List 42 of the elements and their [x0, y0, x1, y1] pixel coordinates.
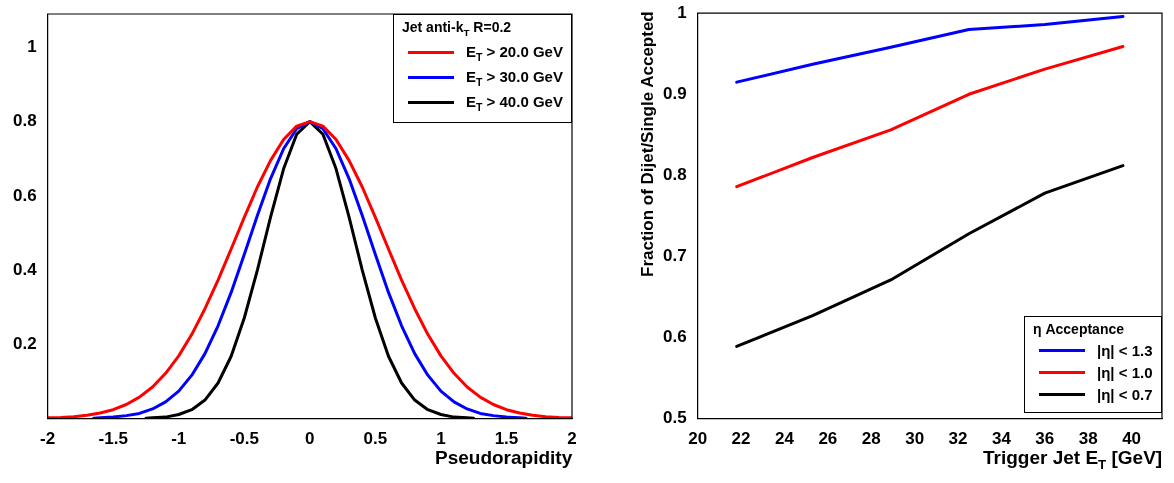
x-tick-label: 22	[731, 429, 751, 449]
legend-label: |η| < 1.3	[1097, 341, 1153, 359]
x-tick-label: 1	[436, 429, 446, 449]
legend-label: |η| < 1.0	[1097, 363, 1153, 381]
x-tick-label: -0.5	[229, 429, 259, 449]
legend-title: Jet anti-k$_{T}$ R=0.2	[402, 19, 513, 38]
y-tick-label: 1	[677, 2, 687, 22]
x-tick-label: -1.5	[98, 429, 128, 449]
legend-label: E$_{T}$ > 30.0 GeV	[466, 67, 563, 88]
x-tick-label: 26	[818, 429, 838, 449]
y-tick-label: 0.6	[662, 327, 687, 347]
x-tick-label: 38	[1078, 429, 1098, 449]
legend-label: E$_{T}$ > 40.0 GeV	[466, 92, 563, 113]
x-tick-label: -2	[40, 429, 56, 449]
x-tick-label: -1	[171, 429, 187, 449]
legend-title: η Acceptance	[1033, 320, 1126, 337]
x-tick-label: 32	[948, 429, 968, 449]
x-tick-label: 34	[991, 429, 1012, 449]
y-tick-label: 0.8	[12, 111, 37, 131]
x-tick-label: 24	[774, 429, 795, 449]
x-tick-label: 28	[861, 429, 881, 449]
y-tick-label: 0.5	[662, 408, 687, 428]
legend-label: |η| < 0.7	[1097, 385, 1153, 403]
x-tick-label: 36	[1035, 429, 1055, 449]
y-axis-title: Fraction of Dijet/Single Accepted	[637, 11, 658, 278]
y-tick-label: 0.8	[662, 165, 687, 185]
x-tick-label: 0	[305, 429, 315, 449]
x-tick-label: 1.5	[494, 429, 519, 449]
x-tick-label: 2	[567, 429, 577, 449]
x-axis-title: Pseudorapidity	[435, 446, 573, 469]
y-tick-label: 0.7	[662, 246, 687, 266]
legend-label: E$_{T}$ > 20.0 GeV	[466, 42, 563, 63]
x-tick-label: 30	[905, 429, 925, 449]
x-axis-title: Trigger Jet E$_{T}$ [GeV]	[983, 446, 1163, 472]
x-tick-label: 20	[688, 429, 708, 449]
y-tick-label: 0.9	[662, 83, 687, 103]
y-tick-label: 0.2	[12, 334, 37, 354]
x-tick-label: 40	[1122, 429, 1142, 449]
y-tick-label: 0.6	[12, 185, 37, 205]
x-tick-label: 0.5	[363, 429, 388, 449]
y-tick-label: 0.4	[12, 259, 38, 279]
y-tick-label: 1	[27, 37, 37, 57]
